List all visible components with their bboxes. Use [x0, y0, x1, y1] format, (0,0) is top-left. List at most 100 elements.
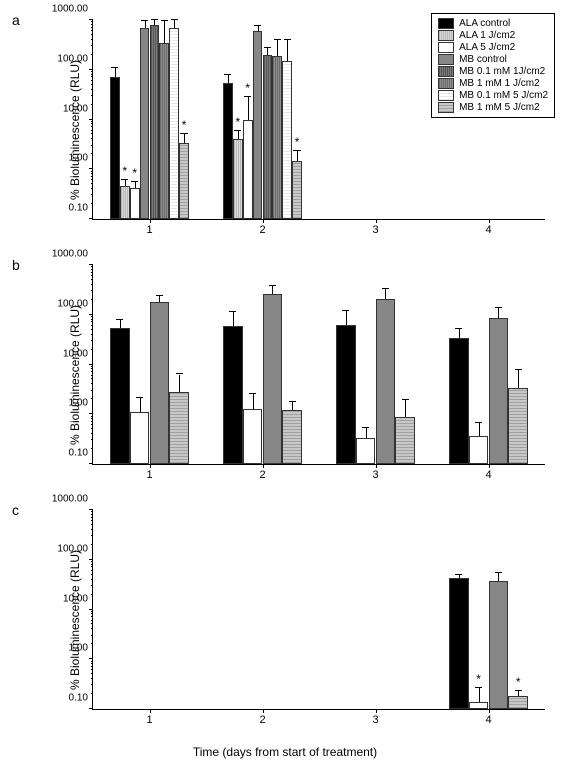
y-tick-label: 0.10: [69, 203, 88, 214]
x-tick-label: 1: [146, 714, 152, 726]
bar: [159, 43, 169, 219]
bar: [282, 410, 302, 464]
error-bar: [248, 97, 249, 119]
legend-label: MB 1 mM 5 J/cm2: [459, 102, 540, 113]
legend-swatch: [438, 30, 454, 41]
error-bar: [518, 691, 519, 696]
error-bar: [277, 40, 278, 56]
bar: [140, 28, 150, 219]
significance-star: *: [182, 118, 187, 132]
x-tick-label: 3: [372, 224, 378, 236]
panel-label: b: [12, 257, 20, 273]
y-tick-mark: [89, 69, 93, 70]
y-tick-mark: [89, 559, 93, 560]
significance-star: *: [295, 135, 300, 149]
plot-area: 0.101.0010.00100.001000.001234: [92, 265, 545, 465]
x-tick-label: 2: [259, 224, 265, 236]
error-bar: [385, 289, 386, 299]
panel-b: b% Bioluminescence (RLU)0.101.0010.00100…: [10, 255, 560, 495]
x-tick-label: 4: [485, 224, 491, 236]
error-bar: [238, 131, 239, 140]
error-bar: [267, 48, 268, 55]
bar: [150, 302, 170, 464]
bar: [336, 325, 356, 464]
y-axis-label: % Bioluminescence (RLU): [68, 550, 82, 690]
legend-swatch: [438, 54, 454, 65]
y-tick-label: 1.00: [69, 153, 88, 164]
error-bar: [120, 320, 121, 328]
y-tick-label: 100.00: [57, 298, 88, 309]
legend-item: ALA 1 J/cm2: [438, 30, 548, 41]
y-axis-label: % Bioluminescence (RLU): [68, 60, 82, 200]
bar: [223, 83, 233, 219]
y-tick-label: 1000.00: [52, 494, 88, 505]
legend-label: MB 1 mM 1 J/cm2: [459, 78, 540, 89]
y-tick-label: 10.00: [63, 103, 88, 114]
error-bar: [140, 398, 141, 412]
x-tick-label: 2: [259, 714, 265, 726]
bar: [253, 31, 263, 219]
error-bar: [115, 68, 116, 78]
x-tick-label: 4: [485, 469, 491, 481]
legend-item: MB 0.1 mM 1J/cm2: [438, 66, 548, 77]
legend-item: MB control: [438, 54, 548, 65]
error-bar: [297, 151, 298, 160]
error-bar: [159, 296, 160, 302]
bar: [489, 581, 509, 709]
legend-swatch: [438, 18, 454, 29]
y-tick-mark: [89, 218, 93, 219]
legend-label: ALA 1 J/cm2: [459, 30, 515, 41]
significance-star: *: [122, 164, 127, 178]
error-bar: [154, 20, 155, 25]
error-bar: [498, 308, 499, 318]
y-tick-label: 100.00: [57, 53, 88, 64]
y-tick-label: 10.00: [63, 593, 88, 604]
bar: [110, 77, 120, 219]
significance-star: *: [516, 675, 521, 689]
error-bar: [228, 75, 229, 83]
bar: [150, 25, 160, 219]
bar: [272, 56, 282, 219]
legend-swatch: [438, 78, 454, 89]
error-bar: [287, 40, 288, 61]
bar: [469, 436, 489, 464]
legend-swatch: [438, 90, 454, 101]
bar: [449, 578, 469, 710]
y-tick-mark: [89, 314, 93, 315]
error-bar: [459, 575, 460, 577]
legend-item: MB 1 mM 1 J/cm2: [438, 78, 548, 89]
x-tick-label: 2: [259, 469, 265, 481]
error-bar: [145, 21, 146, 28]
error-bar: [366, 428, 367, 438]
legend-label: MB 0.1 mM 5 J/cm2: [459, 90, 548, 101]
y-tick-label: 10.00: [63, 348, 88, 359]
bar: [243, 120, 253, 220]
error-bar: [184, 134, 185, 143]
legend-item: ALA control: [438, 18, 548, 29]
legend-swatch: [438, 66, 454, 77]
y-tick-mark: [89, 364, 93, 365]
error-bar: [164, 21, 165, 43]
bar: [356, 438, 376, 464]
error-bar: [405, 400, 406, 416]
x-axis-label: Time (days from start of treatment): [10, 745, 560, 759]
legend: ALA controlALA 1 J/cm2ALA 5 J/cm2MB cont…: [431, 13, 555, 118]
x-tick-label: 1: [146, 224, 152, 236]
error-bar: [253, 394, 254, 408]
significance-star: *: [245, 81, 250, 95]
legend-label: MB control: [459, 54, 507, 65]
error-bar: [174, 20, 175, 28]
bar: [292, 161, 302, 220]
y-tick-mark: [89, 609, 93, 610]
y-tick-mark: [89, 509, 93, 510]
error-bar: [479, 688, 480, 701]
error-bar: [346, 311, 347, 325]
plot-area: 0.101.0010.00100.001000.001234**: [92, 510, 545, 710]
bar: [376, 299, 396, 464]
legend-swatch: [438, 42, 454, 53]
error-bar: [125, 180, 126, 186]
bar: [489, 318, 509, 464]
y-tick-mark: [89, 168, 93, 169]
bar: [508, 696, 528, 709]
error-bar: [292, 402, 293, 411]
